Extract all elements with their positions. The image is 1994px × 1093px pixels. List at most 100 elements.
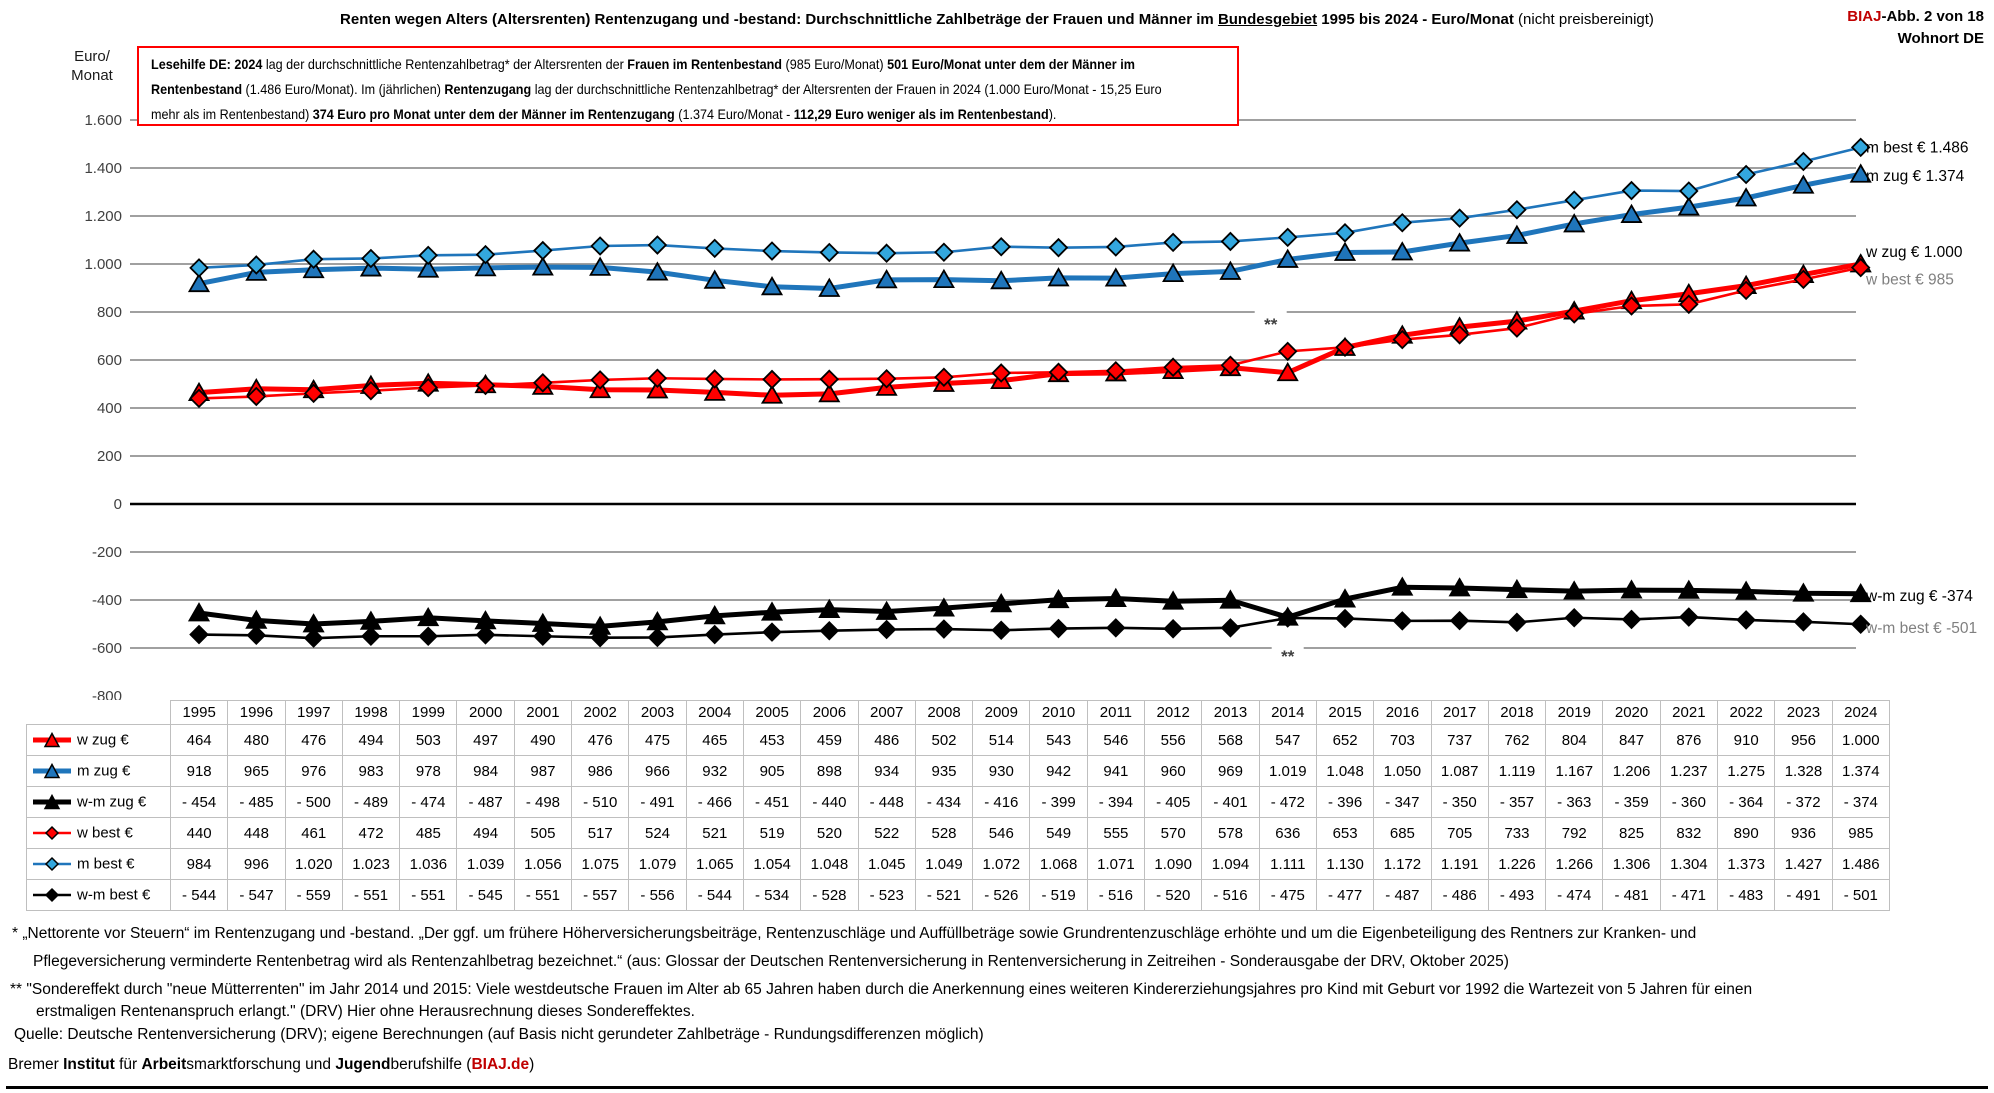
value-cell: - 493	[1487, 879, 1547, 911]
value-cell: 1.050	[1373, 755, 1432, 787]
value-cell: 549	[1029, 817, 1088, 849]
value-cell: 461	[284, 817, 343, 849]
year-header: 2016	[1373, 700, 1432, 725]
y-tick-label: 0	[114, 496, 122, 513]
marker-diamond-w-best	[704, 369, 725, 389]
marker-diamond-w-m-best	[189, 624, 209, 645]
table-header-row: 1995 1996 1997 1998 1999 2000 2001 2002 2003 2004…	[27, 700, 1891, 725]
marker-diamond-w-best	[876, 368, 897, 389]
text-segment: für	[114, 1056, 142, 1073]
value-cell: - 498	[513, 786, 573, 818]
marker-triangle-m-zug	[760, 275, 784, 296]
year-header: 2002	[571, 700, 630, 725]
marker-triangle-m-zug	[1563, 213, 1586, 233]
marker-triangle-m-zug	[1104, 267, 1127, 287]
marker-diamond-w-m-best	[1048, 618, 1069, 639]
text-segment: 374 Euro pro Monat unter dem der Männer …	[312, 106, 675, 122]
marker-triangle-w-zug	[646, 379, 669, 399]
value-cell: 1.275	[1717, 755, 1776, 787]
data-table: 1995 1996 1997 1998 1999 2000 2001 2002 2003 2004…	[26, 700, 1891, 911]
value-cell: 519	[742, 817, 802, 849]
text-segment: 112,29 Euro weniger als im Rentenbestand	[793, 106, 1049, 122]
marker-diamond-m-best	[762, 241, 782, 261]
value-cell: - 516	[1201, 879, 1260, 911]
value-cell: - 474	[399, 786, 458, 818]
value-cell: 1.036	[399, 848, 458, 880]
value-cell: 480	[227, 724, 286, 756]
marker-diamond-w-best	[1793, 269, 1814, 290]
series-end-label: m zug € 1.374	[1866, 168, 1965, 185]
table-row-m-zug: m zug € 918 965 976 983 978 984 987 986 966 932 905…	[26, 755, 1891, 787]
value-cell: 1.079	[628, 848, 687, 880]
marker-diamond-w-m-best	[819, 620, 840, 641]
marker-triangle-m-zug	[990, 269, 1013, 290]
legend-marker	[44, 857, 60, 872]
value-cell: 1.071	[1086, 848, 1146, 880]
value-cell: 890	[1717, 817, 1776, 849]
marker-diamond-m-best	[1621, 180, 1642, 201]
series-end-label: w-m zug € -374	[1865, 588, 1973, 605]
source-line: Quelle: Deutsche Rentenversicherung (DRV…	[14, 1026, 984, 1043]
value-cell: 1.130	[1315, 848, 1375, 880]
value-cell: - 454	[169, 786, 229, 818]
value-cell: - 526	[972, 879, 1031, 911]
line-chart: 1.600 1.400 1.200 1.000 800 600 400 200 0 -200 -40…	[84, 112, 1977, 700]
series-line-m-zug	[198, 171, 1862, 291]
value-cell: 1.111	[1258, 848, 1317, 880]
legend-line-icon-w-m-zug	[33, 794, 71, 810]
value-cell: 985	[1831, 817, 1891, 849]
value-cell: 1.306	[1602, 848, 1661, 880]
value-cell: - 551	[399, 879, 458, 911]
legend-label: w-m zug €	[77, 793, 147, 811]
value-cell: - 556	[628, 879, 687, 911]
text-segment: BIAJ	[1847, 8, 1882, 25]
legend-label: w zug €	[77, 731, 129, 749]
value-cell: - 477	[1315, 879, 1375, 911]
value-cell: 485	[399, 817, 458, 849]
y-tick-label: 1.600	[84, 112, 122, 129]
value-cell: - 487	[456, 786, 515, 818]
marker-triangle-w-m-zug	[1333, 588, 1357, 608]
marker-diamond-w-best	[361, 380, 381, 401]
legend-marker	[44, 888, 60, 903]
marker-triangle-m-zug	[1219, 260, 1242, 280]
value-cell: - 360	[1659, 786, 1719, 818]
marker-diamond-m-best	[819, 242, 840, 263]
table-row-w-best: w best € 440 448 461 472 485 494 505 517 524 521 51…	[26, 817, 1891, 849]
marker-triangle-m-zug	[1505, 224, 1528, 244]
marker-triangle-m-zug	[1162, 262, 1185, 282]
value-cell: 636	[1258, 817, 1317, 849]
value-cell: 969	[1201, 755, 1260, 787]
value-cell: - 481	[1602, 879, 1661, 911]
value-cell: 546	[1086, 724, 1146, 756]
value-cell: 984	[169, 848, 229, 880]
value-cell: 1.119	[1487, 755, 1547, 787]
marker-diamond-w-best	[1564, 304, 1584, 324]
value-cell: 1.374	[1831, 755, 1891, 787]
value-cell: 1.328	[1774, 755, 1833, 787]
figure-ref: BIAJ-Abb. 2 von 18	[1847, 8, 1984, 25]
footnote-doublestar-line1: ** "Sondereffekt durch "neue Mütterrente…	[10, 981, 1753, 998]
value-cell: 987	[513, 755, 573, 787]
bottom-rule	[6, 1086, 1988, 1089]
annotation-mask	[1271, 646, 1304, 662]
marker-triangle-m-zug	[302, 258, 325, 279]
value-cell: - 501	[1831, 879, 1891, 911]
value-cell: - 364	[1717, 786, 1776, 818]
marker-triangle-w-zug	[703, 381, 726, 401]
table-corner-cell	[27, 701, 171, 725]
series-line-m-best	[198, 146, 1862, 270]
value-cell: 1.049	[914, 848, 974, 880]
marker-triangle-w-m-zug	[1849, 582, 1872, 603]
marker-diamond-w-m-best	[246, 625, 267, 646]
marker-diamond-m-best	[1335, 223, 1355, 243]
value-cell: 1.019	[1258, 755, 1317, 787]
marker-diamond-m-best	[1507, 199, 1527, 220]
year-header: 2000	[456, 700, 515, 725]
value-cell: 1.094	[1201, 848, 1260, 880]
value-cell: 1.427	[1774, 848, 1833, 880]
reading-aid-line: mehr als im Rentenbestand) 374 Euro pro …	[151, 102, 1118, 127]
year-header: 1999	[399, 700, 458, 725]
value-cell: 459	[800, 724, 859, 756]
value-cell: - 510	[571, 786, 630, 818]
